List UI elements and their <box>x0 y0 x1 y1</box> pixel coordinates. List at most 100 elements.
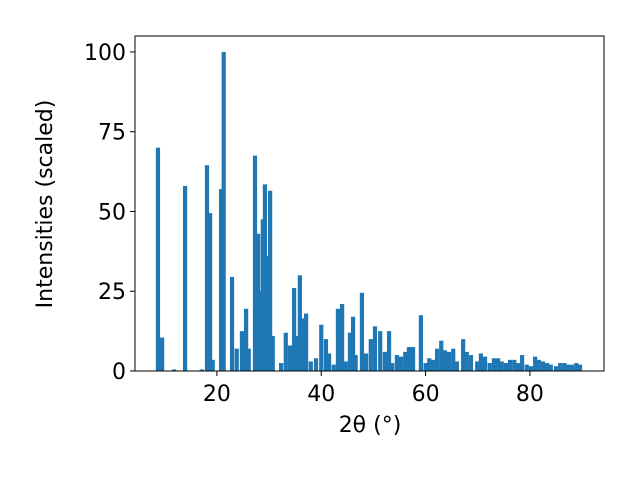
bar <box>398 356 404 371</box>
bar <box>394 355 399 371</box>
bar <box>335 308 341 371</box>
bar <box>353 355 358 371</box>
bar <box>423 363 428 371</box>
bar <box>319 324 324 371</box>
bar <box>545 363 550 371</box>
bar <box>468 355 474 371</box>
y-tick-label: 100 <box>84 41 126 66</box>
bar <box>182 185 188 371</box>
bar <box>218 189 224 371</box>
bar <box>512 359 517 371</box>
bar <box>244 308 249 371</box>
bar <box>446 351 452 371</box>
bar <box>204 165 210 371</box>
bar <box>410 347 416 371</box>
bar <box>347 332 353 371</box>
bar <box>368 339 373 371</box>
bar <box>268 190 273 371</box>
bar <box>155 147 161 371</box>
bar <box>430 359 435 371</box>
bar <box>382 351 387 371</box>
bar <box>553 366 559 371</box>
bar <box>454 361 459 371</box>
bar <box>487 363 492 371</box>
bar <box>252 155 258 371</box>
bar <box>427 358 432 371</box>
bar <box>359 292 365 371</box>
bar <box>461 339 466 371</box>
bar <box>246 348 251 371</box>
bar <box>210 359 215 371</box>
x-tick-label: 20 <box>203 382 231 407</box>
y-tick-label: 0 <box>112 360 126 385</box>
bar <box>199 369 204 371</box>
bar <box>464 351 469 371</box>
bar <box>287 345 293 371</box>
bar <box>515 363 521 371</box>
bar <box>283 332 288 371</box>
bar <box>297 275 302 371</box>
bar <box>308 361 313 371</box>
bar <box>570 364 575 371</box>
bar <box>256 233 261 371</box>
bar <box>221 51 226 371</box>
bar <box>304 313 309 371</box>
bar <box>536 359 541 371</box>
bar <box>475 361 480 371</box>
bar <box>294 335 299 371</box>
bar <box>378 331 383 371</box>
y-tick-label: 50 <box>98 200 126 225</box>
x-tick-label: 80 <box>516 382 544 407</box>
bar <box>418 315 423 371</box>
bar <box>524 364 529 371</box>
plot-frame <box>134 35 605 372</box>
bar <box>519 355 525 371</box>
bar <box>478 353 483 371</box>
y-axis-label: Intensities (scaled) <box>33 100 58 309</box>
bar <box>548 364 553 371</box>
bar <box>234 348 239 371</box>
bar <box>292 288 297 371</box>
bar <box>208 213 213 371</box>
bar <box>574 363 579 371</box>
bar <box>499 361 504 371</box>
x-tick-label: 40 <box>307 382 335 407</box>
bar <box>434 348 440 371</box>
bar <box>386 331 392 371</box>
bar <box>507 359 513 371</box>
bar <box>439 340 444 371</box>
bar <box>300 318 306 371</box>
bar <box>390 363 395 371</box>
x-axis-label: 2θ (°) <box>339 413 402 438</box>
bar <box>264 256 270 371</box>
bar <box>331 364 336 371</box>
bar <box>406 347 411 371</box>
bar <box>340 304 345 371</box>
bar <box>350 316 356 371</box>
bar <box>278 363 284 371</box>
bar <box>270 335 275 371</box>
bar <box>239 331 245 371</box>
bar <box>495 358 501 371</box>
y-tick-label: 25 <box>98 280 126 305</box>
bar <box>577 364 583 371</box>
bar <box>451 348 456 371</box>
y-tick-label: 75 <box>98 121 126 146</box>
bar <box>442 350 447 371</box>
bar <box>403 351 408 371</box>
bar <box>326 353 332 371</box>
x-tick-label: 60 <box>412 382 440 407</box>
bar <box>313 358 319 371</box>
bar <box>558 363 563 371</box>
bar <box>528 366 534 371</box>
bar <box>160 337 165 371</box>
bar <box>491 358 497 371</box>
bar <box>172 369 177 371</box>
bar <box>482 356 488 371</box>
bar <box>364 353 369 371</box>
bar <box>323 339 329 371</box>
bar <box>540 361 546 371</box>
bar <box>229 276 235 371</box>
bar <box>372 326 378 371</box>
